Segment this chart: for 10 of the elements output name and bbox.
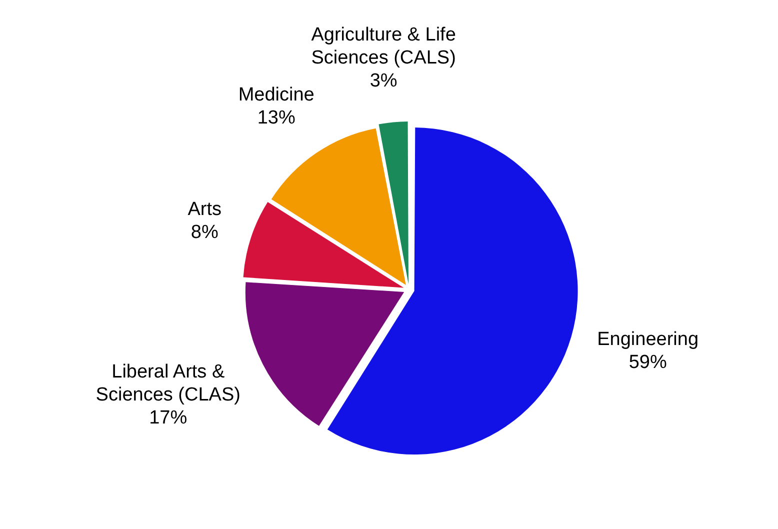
slice-label: Arts — [188, 198, 222, 220]
data-label: 17% — [149, 407, 188, 428]
slice-label: Agriculture & Life Sciences (CALS) — [311, 24, 456, 68]
data-label: 8% — [190, 222, 218, 243]
slice-label: Medicine — [238, 84, 314, 106]
slice-label: Engineering — [597, 328, 699, 350]
data-label: 3% — [370, 70, 398, 92]
data-label: 59% — [628, 352, 667, 373]
data-label: 13% — [257, 107, 296, 128]
slice-label: Liberal Arts & Sciences (CLAS) — [96, 361, 240, 406]
